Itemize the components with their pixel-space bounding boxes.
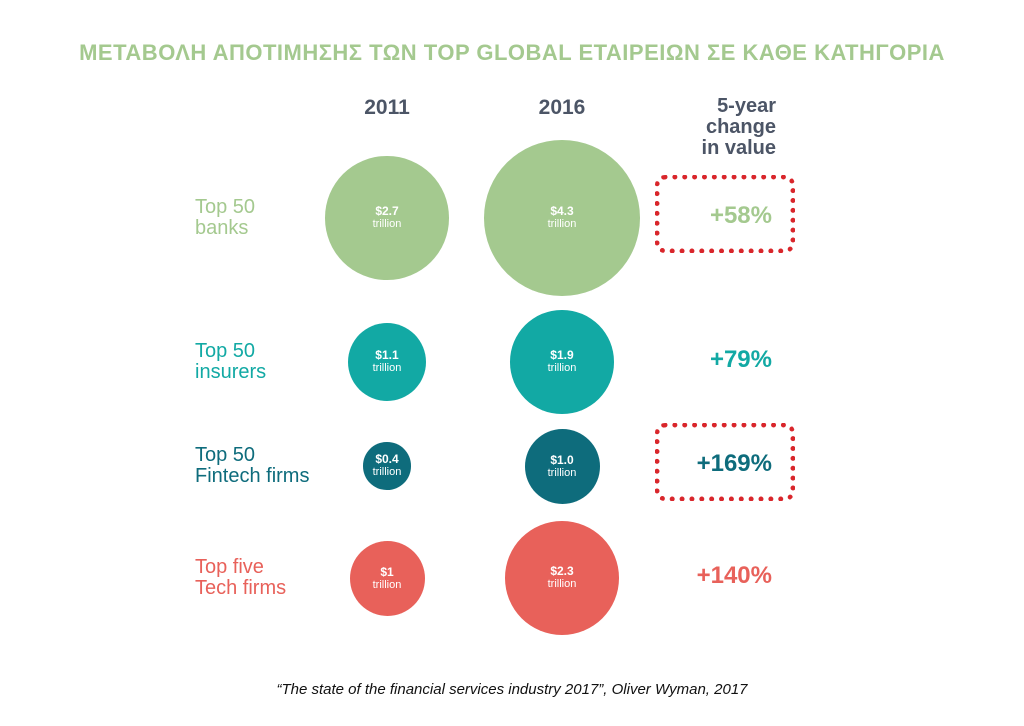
category-label-line: Top 50: [195, 196, 256, 218]
category-label: Top 50 banks: [195, 197, 255, 239]
bubble-2016: $2.3 trillion: [505, 521, 619, 635]
bubble-value-label: $1.0: [550, 452, 574, 467]
chart-title: ΜΕΤΑΒΟΛΗ ΑΠΟΤΙΜΗΣΗΣ ΤΩΝ TOP GLOBAL ΕΤΑΙΡ…: [79, 40, 945, 65]
highlight-box: [655, 175, 795, 253]
bubble-value-label: $4.3: [550, 204, 574, 219]
category-label-line: Tech firms: [195, 577, 287, 599]
change-header-line-1: 5-year: [717, 95, 776, 117]
category-label-line: Top 50: [195, 340, 256, 362]
change-column-header: 5-year change in value: [660, 96, 776, 159]
change-value: +140%: [696, 562, 772, 589]
change-header-line-3: in value: [701, 137, 776, 159]
category-label-line: Fintech firms: [195, 465, 310, 487]
bubble-unit-label: trillion: [372, 218, 402, 231]
bubble-unit-label: trillion: [547, 466, 577, 479]
category-label: Top five Tech firms: [195, 557, 286, 599]
bubble-unit-label: trillion: [547, 362, 577, 375]
bubble-unit-label: trillion: [547, 578, 577, 591]
bubble-unit-label: trillion: [547, 218, 577, 231]
bubble-value-label: $1.9: [550, 348, 574, 363]
bubble-value-label: $1: [380, 564, 394, 579]
bubble-value-label: $2.7: [375, 204, 399, 219]
bubble-2011: $1.1 trillion: [347, 322, 427, 402]
bubble-2016: $1.0 trillion: [524, 428, 600, 504]
category-label-line: insurers: [195, 361, 267, 383]
bubble-2016: $1.9 trillion: [510, 310, 614, 414]
category-label-line: Top five: [195, 556, 264, 578]
source-citation: “The state of the financial services ind…: [276, 681, 748, 698]
bubble-value-label: $1.1: [375, 348, 399, 363]
category-label: Top 50 Fintech firms: [195, 445, 309, 487]
category-label: Top 50 insurers: [195, 341, 266, 383]
column-header-2016: 2016: [538, 96, 586, 119]
bubble-unit-label: trillion: [372, 362, 402, 375]
change-value: +79%: [709, 346, 772, 373]
bubble-unit-label: trillion: [372, 578, 402, 591]
bubble-2011: $0.4 trillion: [363, 442, 411, 490]
change-value: +169%: [696, 450, 772, 477]
bubble-2011: $2.7 trillion: [325, 156, 449, 280]
bubble-unit-label: trillion: [372, 466, 402, 479]
column-header-2011: 2011: [364, 96, 410, 119]
highlight-box: [655, 423, 795, 501]
change-header-line-2: change: [705, 116, 776, 138]
bubble-2011: $1 trillion: [349, 540, 425, 616]
bubble-value-label: $2.3: [550, 564, 574, 579]
bubble-2016: $4.3 trillion: [484, 140, 640, 296]
category-label-line: banks: [195, 217, 249, 239]
category-label-line: Top 50: [195, 444, 256, 466]
bubble-value-label: $0.4: [375, 452, 399, 467]
change-value: +58%: [709, 202, 772, 229]
